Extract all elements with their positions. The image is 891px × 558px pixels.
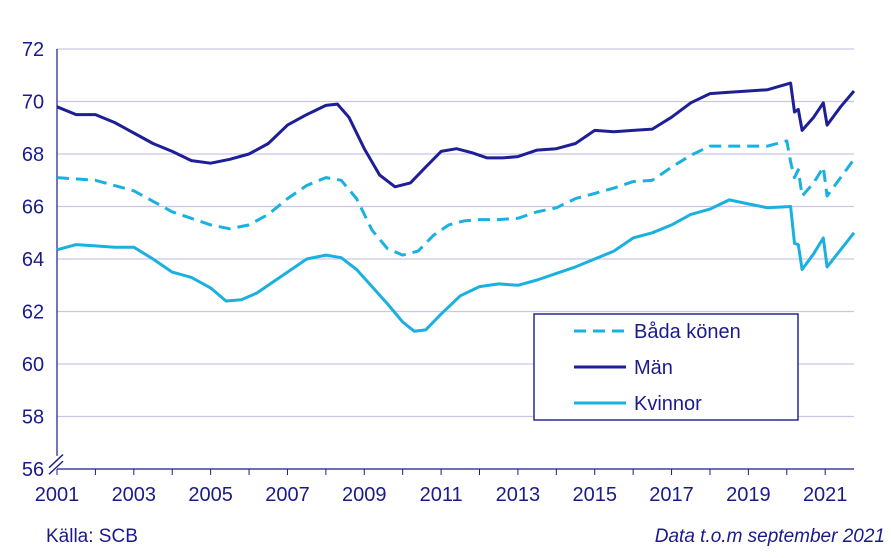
x-tick-label: 2001 <box>35 484 80 506</box>
x-tick-label: 2003 <box>112 484 157 506</box>
x-tick-label: 2005 <box>188 484 233 506</box>
x-tick-label: 2015 <box>572 484 617 506</box>
data-note: Data t.o.m september 2021 <box>654 526 885 547</box>
axes: 56 58 60 62 64 66 68 70 72 2001 2003 2005 2007 2009 20… <box>22 39 854 506</box>
x-tick-label: 2007 <box>265 484 310 506</box>
x-tick-label: 2011 <box>420 484 463 506</box>
legend: Båda könen Män Kvinnor <box>533 313 799 421</box>
y-tick-label: 72 <box>22 39 44 61</box>
y-tick-label: 64 <box>22 249 44 271</box>
legend-label: Män <box>634 357 673 379</box>
y-tick-label: 60 <box>22 354 44 376</box>
x-tick-label: 2009 <box>342 484 387 506</box>
y-tick-label: 56 <box>22 459 44 481</box>
x-tick-label: 2021 <box>803 484 848 506</box>
series-lines <box>56 81 856 333</box>
x-tick-label: 2017 <box>649 484 694 506</box>
legend-label: Båda könen <box>634 321 741 343</box>
y-tick-label: 58 <box>22 407 44 429</box>
x-tick-label: 2019 <box>726 484 771 506</box>
axis-break-mark <box>48 454 64 469</box>
series-line <box>56 81 856 189</box>
gridlines <box>57 48 854 418</box>
y-tick-label: 70 <box>22 92 44 114</box>
y-tick-label: 68 <box>22 144 44 166</box>
series-line <box>56 139 856 257</box>
legend-label: Kvinnor <box>634 393 702 415</box>
series-line <box>56 198 856 333</box>
x-tick-label: 2013 <box>496 484 541 506</box>
source-note: Källa: SCB <box>46 526 138 547</box>
y-tick-label: 62 <box>22 302 44 324</box>
y-tick-label: 66 <box>22 197 44 219</box>
axis-break-mark <box>48 460 64 475</box>
